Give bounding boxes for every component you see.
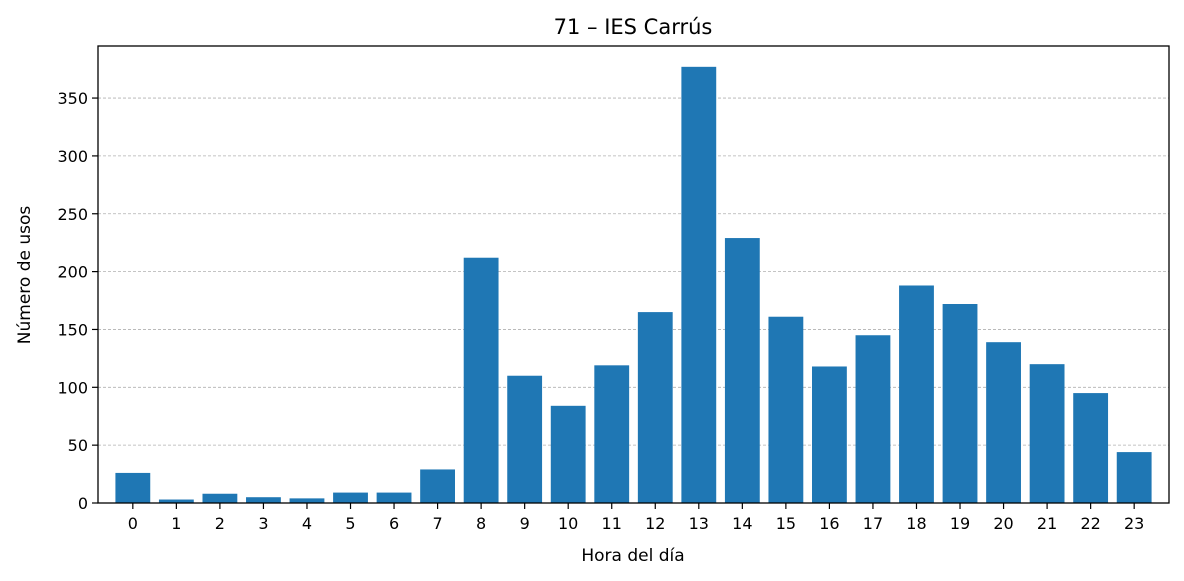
bar-hour-6: [376, 492, 412, 503]
x-tick-label: 10: [558, 514, 578, 533]
x-tick-label: 2: [215, 514, 225, 533]
bar-hour-2: [202, 493, 238, 503]
chart-title: 71 – IES Carrús: [554, 15, 713, 39]
bars: [115, 66, 1152, 503]
y-tick-label: 350: [57, 89, 88, 108]
x-tick-label: 18: [906, 514, 926, 533]
x-tick-label: 4: [302, 514, 312, 533]
x-tick-label: 22: [1080, 514, 1100, 533]
y-tick-label: 0: [78, 494, 88, 513]
bar-hour-8: [463, 257, 499, 503]
x-tick-label: 6: [389, 514, 399, 533]
plot-frame: [97, 45, 1170, 504]
x-tick-label: 16: [819, 514, 839, 533]
bar-hour-20: [986, 342, 1021, 503]
x-tick-label: 3: [258, 514, 268, 533]
y-tick-label: 50: [68, 436, 88, 455]
x-tick-label: 7: [432, 514, 442, 533]
y-tick-label: 100: [57, 378, 88, 397]
x-tick-label: 11: [602, 514, 622, 533]
x-tick-label: 1: [171, 514, 181, 533]
x-tick-label: 8: [476, 514, 486, 533]
y-tick-label: 200: [57, 263, 88, 282]
x-tick-label: 5: [345, 514, 355, 533]
bar-hour-21: [1029, 364, 1065, 503]
x-tick-label: 19: [950, 514, 970, 533]
y-tick-label: 150: [57, 320, 88, 339]
bar-hour-13: [681, 66, 717, 503]
bar-hour-10: [550, 405, 586, 503]
bar-hour-17: [855, 335, 891, 503]
bar-hour-15: [768, 316, 804, 503]
bar-hour-11: [594, 365, 630, 503]
y-tick-label: 250: [57, 205, 88, 224]
bar-hour-9: [507, 375, 543, 503]
x-tick-label: 23: [1124, 514, 1144, 533]
x-tick-label: 21: [1037, 514, 1057, 533]
y-tick-label: 300: [57, 147, 88, 166]
bar-hour-0: [115, 472, 151, 503]
bar-hour-16: [812, 366, 847, 503]
x-tick-label: 9: [520, 514, 530, 533]
x-tick-label: 20: [993, 514, 1013, 533]
bar-hour-23: [1116, 452, 1152, 503]
bar-hour-14: [724, 238, 760, 503]
x-tick-label: 0: [128, 514, 138, 533]
bar-hour-22: [1073, 393, 1109, 503]
bar-hour-18: [899, 285, 934, 503]
x-tick-label: 13: [689, 514, 709, 533]
y-axis-ticks: 0 50 100 150 200 250 300 350: [57, 89, 98, 513]
bar-hour-1: [158, 499, 194, 503]
x-axis-label: Hora del día: [581, 546, 684, 566]
x-tick-label: 17: [863, 514, 883, 533]
x-tick-label: 14: [732, 514, 752, 533]
bar-hour-12: [637, 312, 673, 503]
bar-hour-4: [289, 498, 325, 503]
bar-hour-3: [246, 497, 281, 503]
y-axis-label: Número de usos: [15, 206, 35, 345]
bar-hour-5: [333, 492, 368, 503]
x-tick-label: 15: [776, 514, 796, 533]
x-axis-ticks: 0 1 2 3 4 5 6 7 8 9 10 11 12 13 14 15 16 17 18 19 20 21 22 23: [128, 503, 1144, 533]
bar-hour-7: [420, 469, 455, 503]
bar-hour-19: [942, 304, 978, 503]
x-tick-label: 12: [645, 514, 665, 533]
